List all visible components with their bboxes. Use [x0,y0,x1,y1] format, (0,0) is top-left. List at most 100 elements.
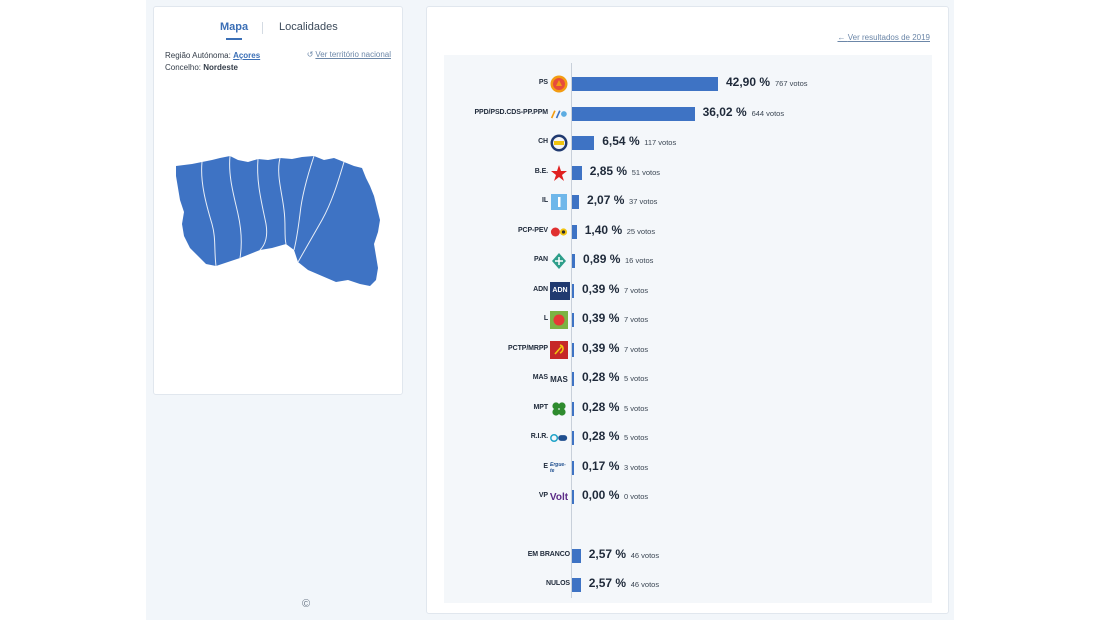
result-bar[interactable] [572,106,695,121]
result-bar[interactable] [572,283,574,298]
votes-label: 7 votos [624,344,649,354]
region-link[interactable]: Açores [233,51,261,60]
result-bar[interactable] [572,342,574,357]
party-name: L [543,315,548,322]
rir-logo-icon [550,429,568,447]
adn-logo-icon: ADN [550,281,570,300]
result-row: PS 42,90 % 767 votos [444,74,932,94]
percent-label: 0,39 % [582,340,620,355]
result-row: E Ergue-te 0,17 % 3 votos [444,458,932,478]
map-panel: Mapa Localidades Região Autónoma: Açores… [153,6,403,395]
result-bar[interactable] [572,224,577,239]
election-results-app: Mapa Localidades Região Autónoma: Açores… [146,0,954,620]
result-row: PCTP/MRPP 0,39 % 7 votos [444,340,932,360]
percent-label: 0,28 % [582,399,620,414]
ergue-te-logo-icon: Ergue-te [550,461,566,474]
chart-axis-line [571,63,572,598]
result-bar[interactable] [572,549,581,563]
result-bar[interactable] [572,372,574,386]
national-territory-link[interactable]: ↺ Ver território nacional [307,50,391,59]
votes-label: 644 votos [751,108,785,118]
location-info: Região Autónoma: Açores Concelho: Nordes… [165,50,260,74]
percent-label: 2,57 % [588,547,627,561]
percent-label: 2,85 % [589,163,628,178]
council-map[interactable] [172,152,382,287]
result-row: B.E. 2,85 % 51 votos [444,163,932,183]
votes-label: 51 votos [631,167,661,177]
votes-label: 46 votos [630,580,660,589]
party-name: CH [538,138,548,145]
percent-label: 2,57 % [588,576,627,590]
result-bar[interactable] [572,165,582,180]
party-name: PCTP/MRPP [508,344,548,352]
mas-logo-icon: MAS [550,374,568,384]
national-link-label: Ver território nacional [315,50,391,59]
result-row: MPT 0,28 % 5 votos [444,399,932,419]
parish-borders [201,155,345,267]
mpt-clover-logo-icon [550,400,568,418]
result-bar[interactable] [572,490,574,504]
result-bar[interactable] [572,431,574,445]
region-label: Região Autónoma: [165,51,231,60]
copyright-icon: © [302,598,311,610]
votes-label: 3 votos [624,462,649,472]
party-name: NULOS [545,580,570,587]
party-name: EM BRANCO [527,551,570,558]
party-name: MPT [533,403,549,411]
party-name: PAN [534,256,548,263]
percent-label: 2,07 % [587,193,625,207]
result-bar[interactable] [572,578,581,592]
result-bar[interactable] [572,136,595,150]
result-row: PCP-PEV 1,40 % 25 votos [444,222,932,242]
ps-logo-icon [550,75,568,93]
percent-label: 42,90 % [726,75,771,89]
result-row: VP Volt 0,00 % 0 votos [444,487,932,507]
result-row: PAN 0,89 % 16 votos [444,251,932,271]
percent-label: 0,00 % [582,488,620,502]
party-name: B.E. [534,167,548,175]
result-row: MAS MAS 0,28 % 5 votos [444,369,932,389]
result-row: PPD/PSD.CDS-PP.PPM 36,02 % 644 votos [444,104,932,124]
result-bar[interactable] [572,254,576,268]
tab-divider [262,22,263,34]
party-name: PS [538,79,548,86]
result-row: EM BRANCO 2,57 % 46 votos [444,546,932,566]
percent-label: 0,28 % [582,370,620,384]
council-line: Concelho: Nordeste [165,62,260,74]
tab-map[interactable]: Mapa [220,21,249,40]
council-shape[interactable] [176,156,380,286]
percent-label: 36,02 % [702,104,747,119]
cdu-logo-icon [550,223,568,241]
previous-results-label: Ver resultados de 2019 [847,33,930,42]
previous-results-link[interactable]: ← Ver resultados de 2019 [837,33,930,42]
result-bar[interactable] [572,195,580,209]
result-row: CH 6,54 % 117 votos [444,133,932,153]
party-name: E [543,462,548,470]
party-name: MAS [532,374,548,381]
tab-localities[interactable]: Localidades [279,21,338,33]
result-bar[interactable] [572,460,574,475]
result-row: IL 2,07 % 37 votos [444,192,932,212]
party-name: IL [541,197,548,204]
pctp-logo-icon [550,340,568,359]
result-row: NULOS 2,57 % 46 votos [444,575,932,595]
result-bar[interactable] [572,401,574,416]
party-name: VP [538,492,548,499]
votes-label: 5 votos [624,374,649,383]
percent-label: 1,40 % [584,222,623,237]
view-tabs: Mapa Localidades [154,21,402,45]
result-bar[interactable] [572,77,718,91]
result-bar[interactable] [572,313,574,327]
result-row: ADN ADN 0,39 % 7 votos [444,281,932,301]
region-line: Região Autónoma: Açores [165,50,260,62]
undo-icon: ↺ [306,50,314,59]
percent-label: 6,54 % [602,134,640,148]
arrow-left-icon: ← [837,33,848,42]
party-name: PCP-PEV [517,226,548,234]
votes-label: 25 votos [626,226,656,236]
votes-label: 117 votos [644,138,677,147]
volt-logo-icon: Volt [549,491,569,503]
percent-label: 0,17 % [582,458,620,473]
council-label: Concelho: [165,63,202,72]
percent-label: 0,39 % [582,281,620,296]
